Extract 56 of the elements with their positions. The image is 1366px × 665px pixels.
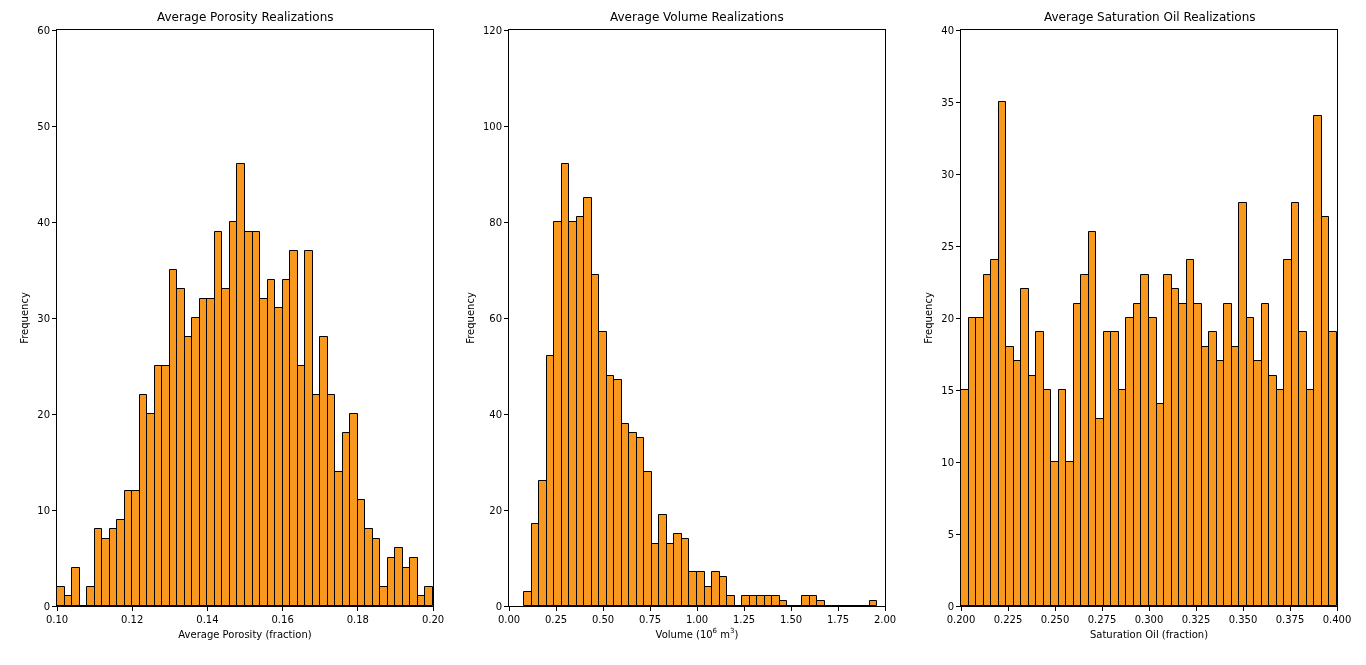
y-axis-title: Frequency <box>19 292 31 344</box>
x-tick-label: 0.375 <box>1275 614 1305 625</box>
x-tick-label: 0.350 <box>1228 614 1258 625</box>
x-tick-label: 0.10 <box>45 614 69 625</box>
y-axis-title: Frequency <box>923 292 935 344</box>
y-tick-label: 10 <box>941 456 954 468</box>
chart-title: Average Porosity Realizations <box>157 10 334 24</box>
x-axis-title: Volume (10$^{6}$ m$^{3}$) <box>655 627 739 640</box>
x-tick-label: 0.12 <box>121 614 144 625</box>
x-tick-label: 1.75 <box>826 614 850 625</box>
chart-title: Average Volume Realizations <box>610 10 784 24</box>
x-tick-label: 1.25 <box>732 614 756 625</box>
y-tick-label: 5 <box>947 528 954 540</box>
x-tick-label: 0.275 <box>1087 614 1117 625</box>
y-tick-label: 20 <box>37 408 50 420</box>
x-axis-title: Average Porosity (fraction) <box>178 628 312 640</box>
y-tick-label: 10 <box>37 504 50 516</box>
y-axis-title: Frequency <box>464 292 476 344</box>
x-tick-label: 0.25 <box>544 614 568 625</box>
y-tick-label: 50 <box>37 120 50 132</box>
chart-title: Average Saturation Oil Realizations <box>1044 10 1256 24</box>
x-tick-label: 0.14 <box>196 614 219 625</box>
y-tick-label: 0 <box>947 600 954 612</box>
x-tick-label: 1.50 <box>779 614 803 625</box>
y-tick-label: 60 <box>37 24 50 36</box>
x-tick-label: 0.300 <box>1134 614 1164 625</box>
y-tick-label: 15 <box>941 384 954 396</box>
y-tick-label: 40 <box>489 408 502 420</box>
y-tick-label: 120 <box>482 24 502 36</box>
x-tick-label: 0.75 <box>638 614 662 625</box>
x-tick-label: 0.250 <box>1040 614 1070 625</box>
y-tick-label: 40 <box>941 24 954 36</box>
y-tick-label: 0 <box>43 600 50 612</box>
x-tick-label: 0.400 <box>1322 614 1352 625</box>
y-tick-label: 80 <box>489 216 502 228</box>
y-tick-label: 0 <box>495 600 502 612</box>
y-tick-label: 100 <box>482 120 502 132</box>
x-tick-label: 0.18 <box>346 614 369 625</box>
x-tick-label: 0.200 <box>946 614 976 625</box>
y-tick-label: 20 <box>941 312 954 324</box>
x-axis-title: Saturation Oil (fraction) <box>1089 628 1209 640</box>
y-tick-label: 30 <box>941 168 954 180</box>
x-tick-label: 0.325 <box>1181 614 1211 625</box>
y-tick-label: 60 <box>489 312 502 324</box>
x-tick-label: 0.50 <box>591 614 615 625</box>
x-tick-label: 0.225 <box>993 614 1023 625</box>
y-tick-label: 40 <box>37 216 50 228</box>
x-tick-label: 2.00 <box>873 614 897 625</box>
x-tick-label: 1.00 <box>685 614 709 625</box>
y-tick-label: 30 <box>37 312 50 324</box>
x-tick-label: 0.00 <box>497 614 521 625</box>
y-tick-label: 35 <box>941 96 954 108</box>
x-tick-label: 0.20 <box>421 614 445 625</box>
x-tick-label: 0.16 <box>271 614 294 625</box>
y-tick-label: 25 <box>941 240 954 252</box>
y-tick-label: 20 <box>489 504 502 516</box>
